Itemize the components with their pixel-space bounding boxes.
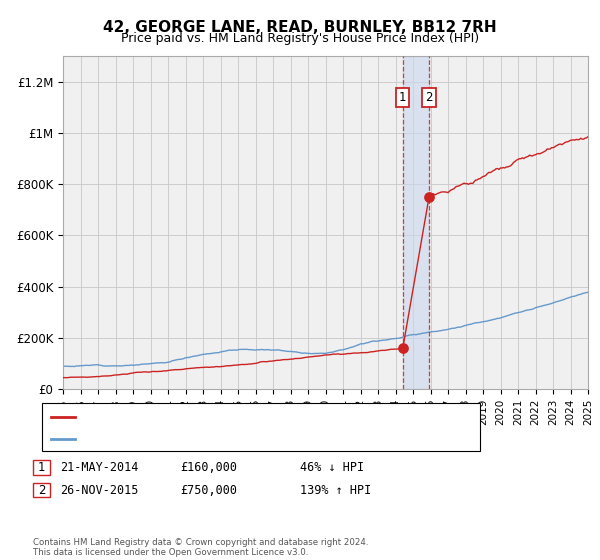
Text: £160,000: £160,000 [180, 461, 237, 474]
Text: HPI: Average price, detached house, Ribble Valley: HPI: Average price, detached house, Ribb… [80, 434, 353, 444]
Text: 42, GEORGE LANE, READ, BURNLEY, BB12 7RH (detached house): 42, GEORGE LANE, READ, BURNLEY, BB12 7RH… [80, 413, 437, 422]
Text: 139% ↑ HPI: 139% ↑ HPI [300, 483, 371, 497]
Point [398, 344, 407, 353]
Text: 1: 1 [38, 461, 45, 474]
Text: 2: 2 [38, 483, 45, 497]
Text: Price paid vs. HM Land Registry's House Price Index (HPI): Price paid vs. HM Land Registry's House … [121, 32, 479, 45]
Text: Contains HM Land Registry data © Crown copyright and database right 2024.
This d: Contains HM Land Registry data © Crown c… [33, 538, 368, 557]
Point [424, 193, 434, 202]
Text: 2: 2 [425, 91, 433, 104]
Bar [403, 56, 429, 389]
Text: £750,000: £750,000 [180, 483, 237, 497]
Text: 46% ↓ HPI: 46% ↓ HPI [300, 461, 364, 474]
Text: 21-MAY-2014: 21-MAY-2014 [60, 461, 139, 474]
Text: 42, GEORGE LANE, READ, BURNLEY, BB12 7RH: 42, GEORGE LANE, READ, BURNLEY, BB12 7RH [103, 20, 497, 35]
Text: 1: 1 [399, 91, 407, 104]
Text: 26-NOV-2015: 26-NOV-2015 [60, 483, 139, 497]
